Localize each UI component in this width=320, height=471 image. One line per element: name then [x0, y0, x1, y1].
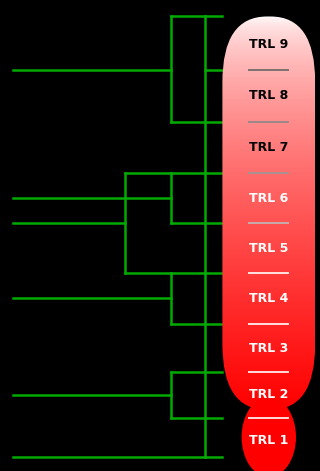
Text: TRL 6: TRL 6 — [249, 192, 288, 205]
Text: TRL 8: TRL 8 — [249, 89, 288, 102]
Circle shape — [242, 397, 296, 471]
Text: TRL 1: TRL 1 — [249, 434, 289, 447]
Text: TRL 4: TRL 4 — [249, 292, 289, 305]
Text: TRL 2: TRL 2 — [249, 388, 289, 401]
Text: TRL 5: TRL 5 — [249, 242, 289, 255]
Text: TRL 9: TRL 9 — [249, 38, 288, 51]
Text: TRL 3: TRL 3 — [249, 342, 288, 355]
Text: TRL 7: TRL 7 — [249, 141, 289, 154]
